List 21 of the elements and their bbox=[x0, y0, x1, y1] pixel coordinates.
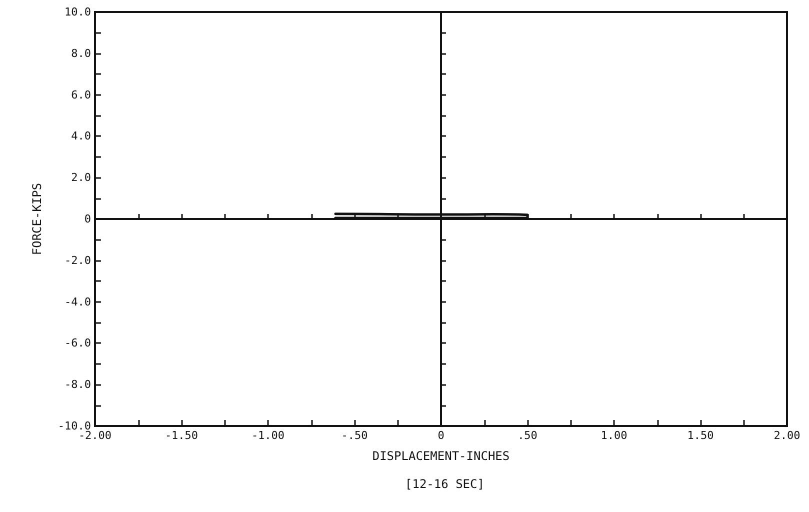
y-tick-label: 4.0 bbox=[71, 130, 91, 143]
y-tick-label: -2.0 bbox=[64, 254, 91, 267]
y-tick-label: 6.0 bbox=[71, 88, 91, 102]
x-tick-label: .50 bbox=[518, 429, 538, 442]
x-tick-label: -1.50 bbox=[164, 429, 198, 442]
x-tick-label: 1.00 bbox=[600, 429, 628, 442]
y-tick-label: 2.0 bbox=[71, 171, 91, 184]
x-tick-label: 0 bbox=[438, 429, 444, 442]
y-tick-label: -8.0 bbox=[64, 378, 91, 392]
y-axis-title: FORCE-KIPS bbox=[30, 182, 44, 256]
x-axis-title: DISPLACEMENT-INCHES bbox=[372, 449, 510, 463]
y-tick-label: 0 bbox=[84, 212, 91, 226]
x-tick-label: 1.50 bbox=[687, 429, 714, 442]
x-tick-label: -.50 bbox=[341, 429, 368, 442]
text: [12-16 SEC] bbox=[405, 477, 484, 491]
y-tick-label: 8.0 bbox=[71, 46, 91, 60]
x-tick-label: 2.00 bbox=[774, 429, 800, 442]
y-tick-label: 10.0 bbox=[64, 6, 91, 18]
y-tick-label: -4.0 bbox=[64, 295, 91, 308]
x-tick-label: -1.00 bbox=[251, 429, 285, 442]
y-tick-label: -6.0 bbox=[64, 336, 91, 350]
